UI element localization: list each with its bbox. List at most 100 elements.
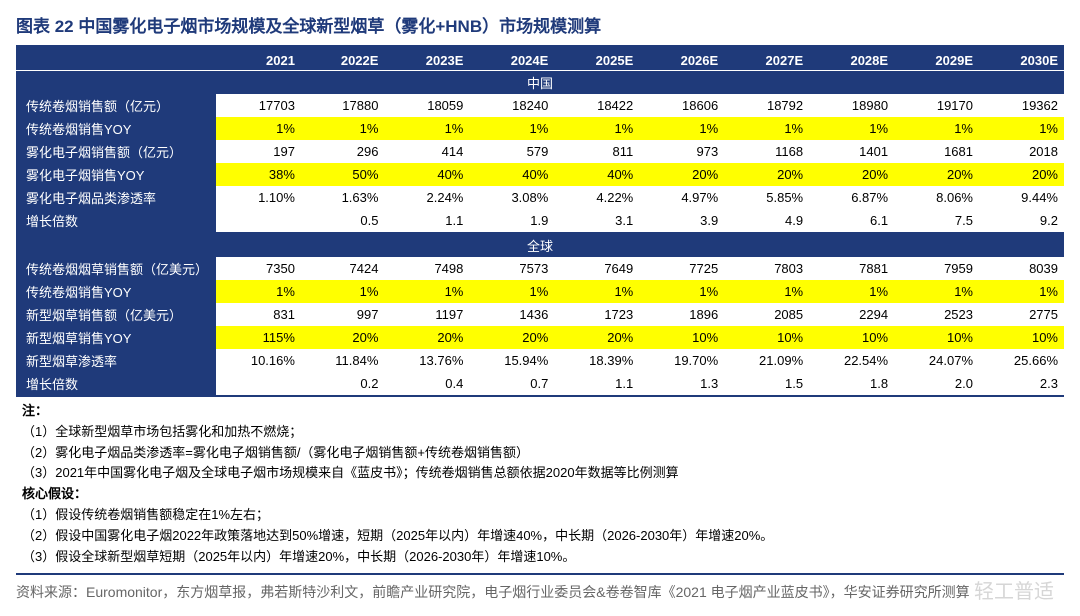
cell: 1% <box>216 117 301 140</box>
table-row: 传统卷烟烟草销售额（亿美元）73507424749875737649772578… <box>16 257 1064 280</box>
cell: 40% <box>469 163 554 186</box>
cell: 831 <box>216 303 301 326</box>
cell: 21.09% <box>724 349 809 372</box>
cell: 1% <box>469 117 554 140</box>
cell: 20% <box>724 163 809 186</box>
cell: 1% <box>894 117 979 140</box>
cell: 10% <box>809 326 894 349</box>
cell: 1401 <box>809 140 894 163</box>
cell: 1% <box>639 280 724 303</box>
cell: 10% <box>724 326 809 349</box>
cell: 38% <box>216 163 301 186</box>
table-row: 雾化电子烟销售YOY38%50%40%40%40%20%20%20%20%20% <box>16 163 1064 186</box>
cell: 19362 <box>979 94 1064 117</box>
cell: 9.44% <box>979 186 1064 209</box>
col-year: 2026E <box>639 50 724 71</box>
cell: 2018 <box>979 140 1064 163</box>
cell: 1% <box>301 280 385 303</box>
cell <box>216 372 301 395</box>
cell: 40% <box>384 163 469 186</box>
col-year: 2030E <box>979 50 1064 71</box>
col-year: 2021 <box>216 50 301 71</box>
cell: 2775 <box>979 303 1064 326</box>
cell: 2.3 <box>979 372 1064 395</box>
cell: 3.1 <box>554 209 639 233</box>
cell: 13.76% <box>384 349 469 372</box>
note-line: （3）假设全球新型烟草短期（2025年以内）年增速20%，中长期（2026-20… <box>22 547 1058 568</box>
cell: 0.7 <box>469 372 554 395</box>
cell: 1723 <box>554 303 639 326</box>
cell: 296 <box>301 140 385 163</box>
cell: 1% <box>809 280 894 303</box>
row-label: 传统卷烟销售额（亿元） <box>16 94 216 117</box>
cell: 7649 <box>554 257 639 280</box>
cell: 1% <box>724 117 809 140</box>
cell: 1% <box>724 280 809 303</box>
section-header: 中国 <box>16 71 1064 95</box>
cell: 1% <box>979 280 1064 303</box>
table-row: 传统卷烟销售YOY1%1%1%1%1%1%1%1%1%1% <box>16 280 1064 303</box>
cell: 8.06% <box>894 186 979 209</box>
chart-title: 图表 22 中国雾化电子烟市场规模及全球新型烟草（雾化+HNB）市场规模测算 <box>16 12 1064 37</box>
cell: 11.84% <box>301 349 385 372</box>
cell: 1436 <box>469 303 554 326</box>
cell: 20% <box>301 326 385 349</box>
table-row: 新型烟草销售额（亿美元）8319971197143617231896208522… <box>16 303 1064 326</box>
col-year: 2023E <box>384 50 469 71</box>
cell: 1.1 <box>384 209 469 233</box>
cell: 1% <box>554 117 639 140</box>
cell: 197 <box>216 140 301 163</box>
col-year: 2028E <box>809 50 894 71</box>
cell: 2523 <box>894 303 979 326</box>
cell: 0.5 <box>301 209 385 233</box>
cell: 17880 <box>301 94 385 117</box>
col-year: 2024E <box>469 50 554 71</box>
cell: 1% <box>809 117 894 140</box>
table-row: 雾化电子烟销售额（亿元）1972964145798119731168140116… <box>16 140 1064 163</box>
cell: 18.39% <box>554 349 639 372</box>
cell: 1.8 <box>809 372 894 395</box>
cell: 811 <box>554 140 639 163</box>
note-line: （1）假设传统卷烟销售额稳定在1%左右； <box>22 505 1058 526</box>
cell: 414 <box>384 140 469 163</box>
cell: 0.4 <box>384 372 469 395</box>
cell: 7.5 <box>894 209 979 233</box>
cell: 20% <box>979 163 1064 186</box>
cell: 7350 <box>216 257 301 280</box>
section-header: 全球 <box>16 233 1064 257</box>
row-label: 新型烟草渗透率 <box>16 349 216 372</box>
cell: 1197 <box>384 303 469 326</box>
cell: 1681 <box>894 140 979 163</box>
cell: 1.3 <box>639 372 724 395</box>
cell <box>216 209 301 233</box>
note-line: （3）2021年中国雾化电子烟及全球电子烟市场规模来自《蓝皮书》；传统卷烟销售总… <box>22 463 1058 484</box>
table-wrapper: 20212022E2023E2024E2025E2026E2027E2028E2… <box>16 45 1064 575</box>
row-label: 雾化电子烟销售额（亿元） <box>16 140 216 163</box>
cell: 7881 <box>809 257 894 280</box>
cell: 1% <box>469 280 554 303</box>
cell: 1% <box>301 117 385 140</box>
col-year: 2027E <box>724 50 809 71</box>
col-year: 2022E <box>301 50 385 71</box>
source-line: 资料来源：Euromonitor，东方烟草报，弗若斯特沙利文，前瞻产业研究院，电… <box>16 581 1064 603</box>
col-year: 2029E <box>894 50 979 71</box>
note-line: （2）假设中国雾化电子烟2022年政策落地达到50%增速，短期（2025年以内）… <box>22 526 1058 547</box>
table-header-row: 20212022E2023E2024E2025E2026E2027E2028E2… <box>16 50 1064 71</box>
note-line: （2）雾化电子烟品类渗透率=雾化电子烟销售额/（雾化电子烟销售额+传统卷烟销售额… <box>22 443 1058 464</box>
cell: 6.87% <box>809 186 894 209</box>
cell: 20% <box>384 326 469 349</box>
cell: 4.22% <box>554 186 639 209</box>
cell: 579 <box>469 140 554 163</box>
cell: 1% <box>554 280 639 303</box>
cell: 20% <box>809 163 894 186</box>
row-label: 传统卷烟销售YOY <box>16 117 216 140</box>
cell: 1% <box>384 280 469 303</box>
table-row: 增长倍数0.20.40.71.11.31.51.82.02.3 <box>16 372 1064 395</box>
cell: 20% <box>894 163 979 186</box>
table-row: 雾化电子烟品类渗透率1.10%1.63%2.24%3.08%4.22%4.97%… <box>16 186 1064 209</box>
cell: 20% <box>639 163 724 186</box>
cell: 50% <box>301 163 385 186</box>
cell: 1896 <box>639 303 724 326</box>
table-row: 增长倍数0.51.11.93.13.94.96.17.59.2 <box>16 209 1064 233</box>
cell: 18792 <box>724 94 809 117</box>
